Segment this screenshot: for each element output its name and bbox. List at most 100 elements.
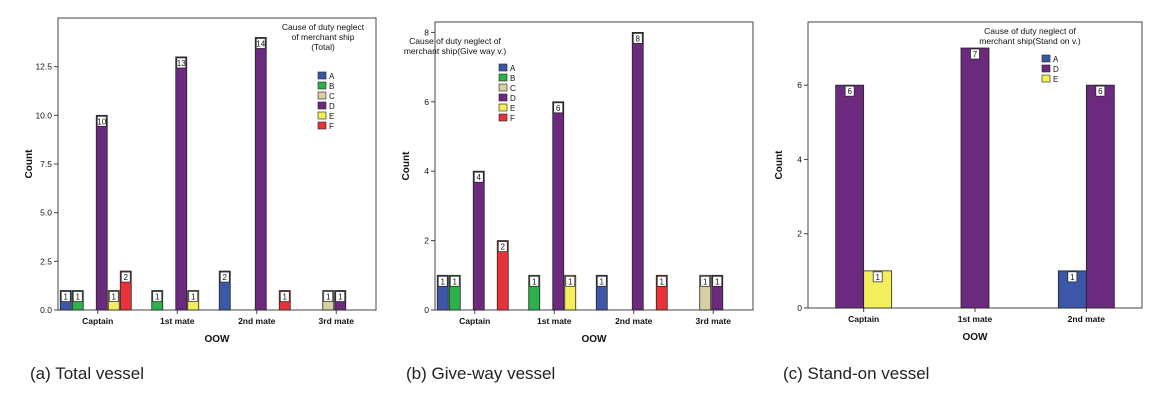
data-label-box	[872, 271, 883, 283]
data-label-box	[970, 48, 980, 60]
y-tick-label: 5.0	[40, 208, 52, 218]
bar-A	[595, 274, 608, 311]
data-label: 1	[660, 277, 665, 286]
data-label: 1	[715, 277, 720, 286]
bar-F	[496, 240, 509, 311]
data-label-box	[96, 115, 107, 127]
bar-F	[119, 270, 132, 311]
y-tick-label: 2.5	[40, 256, 52, 266]
data-label: 6	[847, 87, 852, 96]
bar-D	[711, 274, 724, 311]
x-axis-label: OOW	[963, 332, 989, 343]
y-axis-label: Count	[401, 151, 412, 181]
data-label: 1	[532, 277, 537, 286]
legend-key-B: B	[329, 82, 334, 91]
legend-swatch-E	[1041, 74, 1051, 83]
data-label: 13	[177, 59, 186, 68]
y-tick-label: 8	[424, 27, 429, 37]
legend-swatch-D	[498, 93, 508, 102]
data-label-box	[700, 275, 711, 287]
data-label-box	[72, 291, 83, 302]
data-label-box	[712, 275, 723, 287]
data-label-box	[323, 291, 334, 302]
y-tick-label: 7.5	[40, 159, 52, 169]
data-label: 2	[501, 243, 506, 252]
data-label: 1	[64, 293, 69, 302]
legend-title: Cause of duty neglect	[282, 22, 365, 32]
data-label-box	[632, 33, 643, 44]
data-label-box	[335, 291, 346, 302]
legend-swatch-D	[1041, 64, 1051, 73]
x-tick-label: 2nd mate	[1068, 314, 1106, 324]
legend-key-D: D	[329, 102, 335, 111]
data-label: 4	[477, 173, 482, 182]
data-label-box	[449, 275, 460, 287]
data-label-box	[1067, 271, 1078, 283]
x-tick-label: Captain	[459, 316, 490, 326]
caption-stand-on-vessel: (c) Stand-on vessel	[783, 364, 930, 383]
chart-total-vessel: 0.0 2.5 5.0 7.5 10.0 12.5 Count Captain 1 1 10 1 2 1s…	[14, 14, 377, 345]
x-tick-label: 1st mate	[537, 316, 572, 326]
x-tick-label: 1st mate	[160, 316, 195, 326]
data-label: 1	[155, 293, 160, 302]
y-tick-label: 0.0	[40, 305, 52, 315]
legend-swatch-B	[498, 73, 508, 82]
data-label-box	[60, 291, 71, 302]
caption-give-way-vessel: (b) Give-way vessel	[406, 364, 556, 383]
legend-swatch-D	[317, 101, 327, 110]
legend-key-F: F	[510, 114, 515, 123]
y-tick-label: 2	[424, 236, 429, 246]
data-label-box	[553, 102, 564, 114]
data-label: 14	[256, 39, 265, 48]
legend-key-C: C	[329, 92, 335, 101]
bar-D	[95, 114, 108, 311]
legend-swatch-C	[317, 91, 327, 100]
legend-swatch-A	[1041, 54, 1051, 63]
data-label-box	[108, 291, 119, 302]
legend-key-D: D	[1053, 65, 1059, 74]
bar-D	[472, 170, 485, 311]
legend-swatch-E	[498, 103, 508, 112]
y-axis-label: Count	[774, 150, 785, 180]
caption-total-vessel: (a) Total vessel	[30, 364, 145, 383]
data-label: 6	[556, 104, 561, 113]
legend-swatch-A	[317, 71, 327, 80]
data-label: 8	[636, 34, 641, 43]
y-axis-label: Count	[24, 149, 35, 179]
data-label: 1	[600, 277, 605, 286]
data-label-box	[279, 291, 290, 302]
data-label: 1	[326, 293, 331, 302]
bar-B	[528, 274, 541, 311]
data-label-box	[188, 291, 199, 302]
y-tick-label: 4	[797, 154, 802, 164]
data-label-box	[596, 275, 607, 287]
data-label: 1	[441, 277, 446, 286]
x-tick-label: 2nd mate	[238, 316, 276, 326]
legend-swatch-B	[317, 81, 327, 90]
data-label: 10	[97, 117, 106, 126]
y-tick-label: 4	[424, 166, 429, 176]
bar-A	[436, 274, 449, 311]
legend-swatch-C	[498, 83, 508, 92]
bar-D	[552, 101, 565, 311]
legend-title: Cause of duty neglect of	[409, 36, 501, 46]
x-axis-label: OOW	[205, 334, 231, 345]
data-label-box	[152, 291, 163, 302]
data-label-box	[656, 275, 667, 287]
data-label: 2	[223, 273, 228, 282]
legend-key-A: A	[329, 72, 335, 81]
y-tick-label: 2	[797, 229, 802, 239]
data-label: 2	[124, 273, 129, 282]
data-label: 1	[112, 293, 117, 302]
bar-C	[699, 274, 712, 311]
bar-D	[175, 56, 188, 311]
data-label-box	[529, 275, 540, 287]
bar-D	[960, 47, 990, 309]
data-label-box	[565, 275, 576, 287]
bar-F	[655, 274, 668, 311]
legend-swatch-F	[317, 121, 327, 130]
data-label: 1	[283, 293, 288, 302]
y-tick-label: 6	[424, 97, 429, 107]
